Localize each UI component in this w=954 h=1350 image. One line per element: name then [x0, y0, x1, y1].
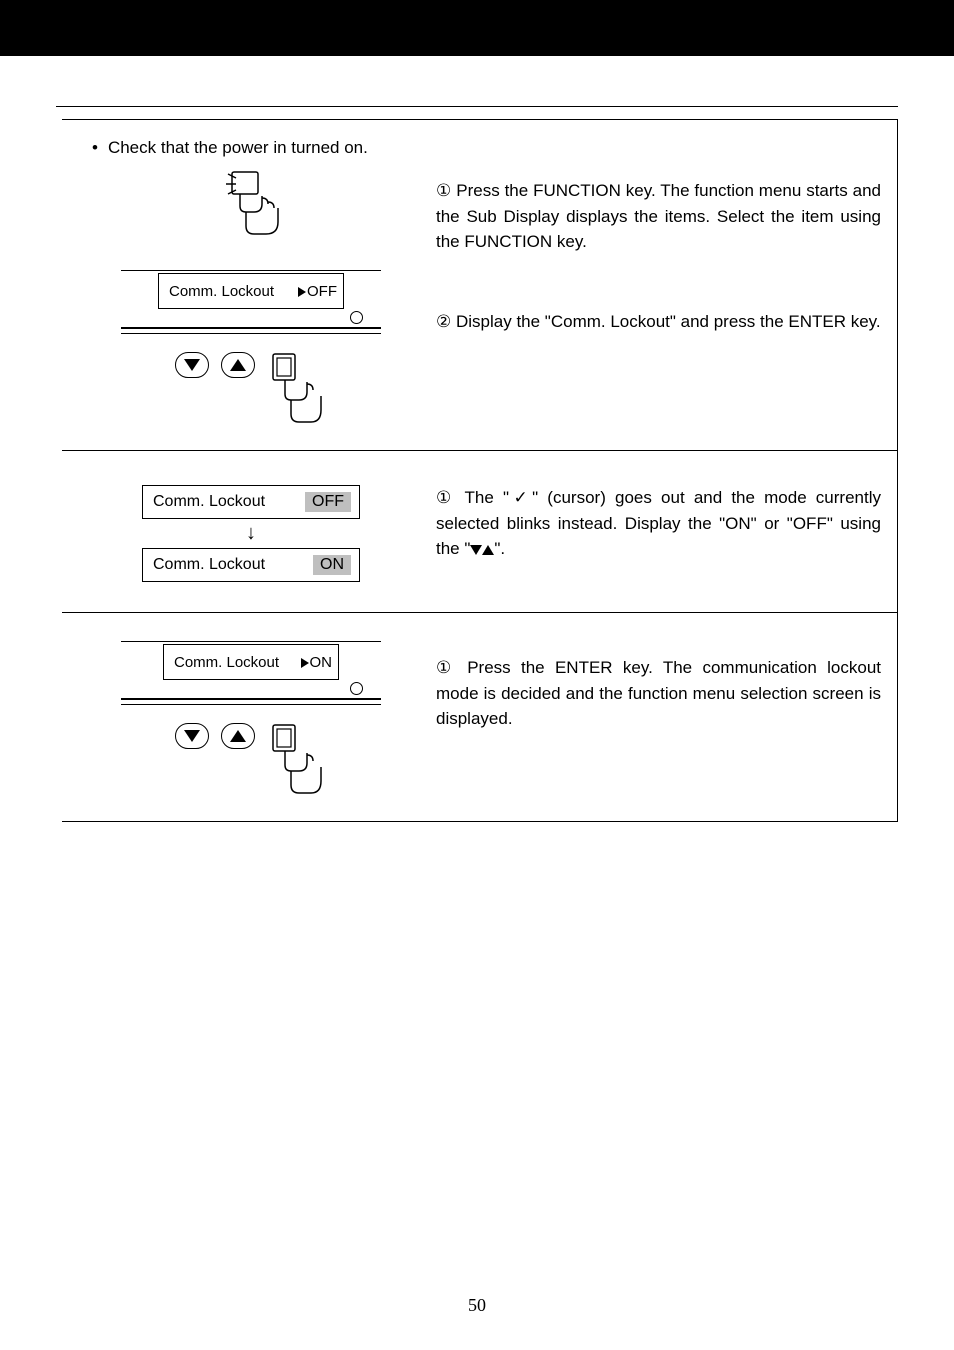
section-rule: [56, 106, 898, 107]
cursor-icon: [301, 658, 309, 668]
lcd-box-1: Comm. Lockout OFF: [158, 273, 344, 309]
panel1-text: ① Press the FUNCTION key. The function m…: [436, 138, 881, 432]
chevron-up-icon: [230, 359, 246, 371]
indicator-dot-icon: [350, 682, 363, 695]
panel-step-2: Comm. Lockout OFF ↓ Comm. Lockout ON ① T…: [62, 451, 897, 613]
up-button[interactable]: [221, 723, 255, 749]
chevron-down-icon: [184, 359, 200, 371]
panel2-item1: ① The "✓" (cursor) goes out and the mode…: [436, 485, 881, 562]
arrow-down-icon: ↓: [246, 522, 256, 545]
panel1-illustration: Check that the power in turned on. Comm.…: [86, 138, 416, 432]
enter-key-hand-icon: [267, 723, 327, 803]
mode-box-off: Comm. Lockout OFF: [142, 485, 360, 519]
panel3-illustration: Comm. Lockout ON: [86, 631, 416, 803]
keypad-row-1: [175, 352, 327, 432]
lcd-display-2: Comm. Lockout ON: [121, 641, 381, 705]
down-button[interactable]: [175, 352, 209, 378]
panel2-illustration: Comm. Lockout OFF ↓ Comm. Lockout ON: [86, 469, 416, 594]
panel1-item1: ① Press the FUNCTION key. The function m…: [436, 178, 881, 255]
panel-step-1: Check that the power in turned on. Comm.…: [62, 120, 897, 451]
procedure-frame: Check that the power in turned on. Comm.…: [62, 119, 898, 822]
triangle-up-icon: [482, 545, 494, 555]
panel1-item2-text: Display the "Comm. Lockout" and press th…: [456, 312, 881, 331]
lcd-display-1: Comm. Lockout OFF: [121, 270, 381, 334]
page-content: Check that the power in turned on. Comm.…: [0, 56, 954, 822]
chevron-up-icon: [230, 730, 246, 742]
chevron-down-icon: [184, 730, 200, 742]
panel-step-3: Comm. Lockout ON: [62, 613, 897, 821]
lcd1-value: OFF: [298, 283, 337, 300]
mode-off-value: OFF: [305, 492, 351, 512]
panel3-item1-text: Press the ENTER key. The communication l…: [436, 658, 881, 728]
cursor-icon: [298, 287, 306, 297]
lcd1-label: Comm. Lockout: [169, 283, 274, 300]
panel3-text: ① Press the ENTER key. The communication…: [436, 631, 881, 803]
mode-on-value: ON: [313, 555, 351, 575]
lcd-box-2: Comm. Lockout ON: [163, 644, 339, 680]
panel1-item1-text: Press the FUNCTION key. The function men…: [436, 181, 881, 251]
indicator-dot-icon: [350, 311, 363, 324]
enter-key-hand-icon: [267, 352, 327, 432]
panel3-item1: ① Press the ENTER key. The communication…: [436, 655, 881, 732]
hand-press-icon: [206, 168, 296, 248]
bullet-check-power: Check that the power in turned on.: [92, 138, 368, 158]
header-bar: [0, 0, 954, 56]
panel2-text: ① The "✓" (cursor) goes out and the mode…: [436, 469, 881, 594]
mode-off-label: Comm. Lockout: [153, 493, 265, 511]
mode-box-on: Comm. Lockout ON: [142, 548, 360, 582]
panel2-item1-suffix: ".: [494, 539, 505, 558]
up-button[interactable]: [221, 352, 255, 378]
lcd2-label: Comm. Lockout: [174, 654, 279, 671]
down-button[interactable]: [175, 723, 209, 749]
panel1-item2: ② Display the "Comm. Lockout" and press …: [436, 309, 881, 335]
keypad-row-2: [175, 723, 327, 803]
mode-on-label: Comm. Lockout: [153, 556, 265, 574]
lcd2-value: ON: [301, 654, 333, 671]
triangle-down-icon: [470, 545, 482, 555]
page-number: 50: [0, 1295, 954, 1316]
